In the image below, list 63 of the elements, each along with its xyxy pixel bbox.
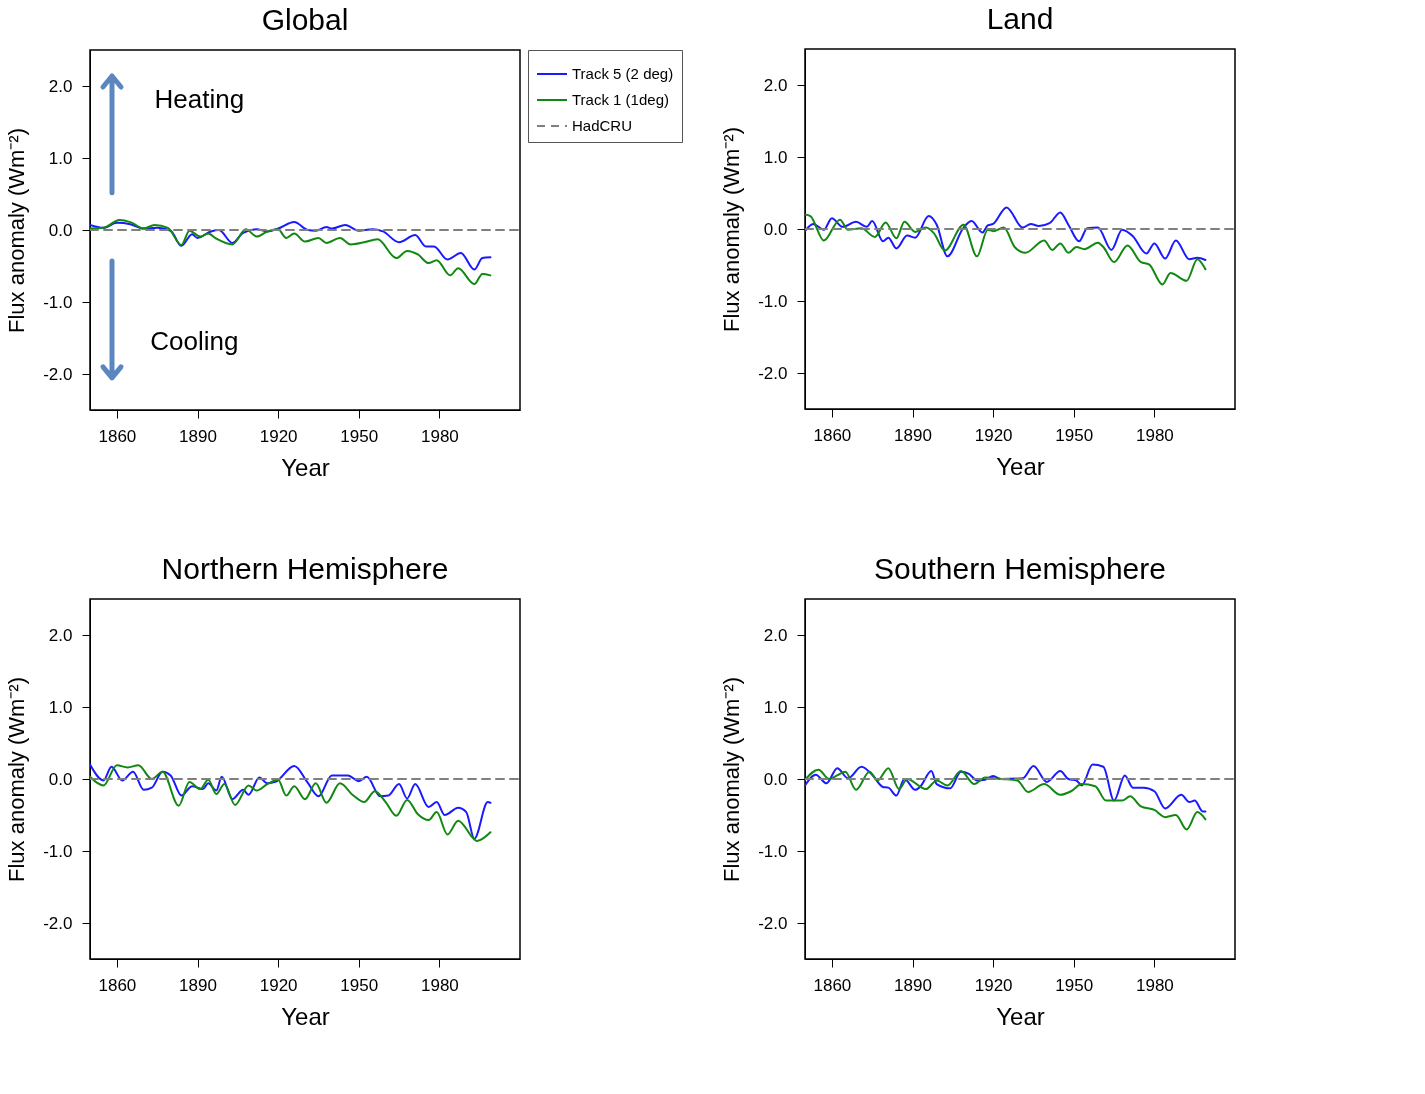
y-axis-title: Flux anomaly (Wm⁻²) [719, 676, 745, 883]
y-tick-label: -2.0 [758, 913, 788, 933]
y-tick-label: 2.0 [763, 625, 788, 645]
y-tick-label: 1.0 [48, 697, 73, 717]
x-tick-label: 1860 [813, 425, 852, 445]
x-axis-title: Year [281, 1002, 330, 1030]
line-series [90, 221, 492, 271]
chart-title: Southern Hemisphere [874, 552, 1166, 585]
y-tick-label: -2.0 [43, 913, 73, 933]
legend-label: HadCRU [572, 117, 633, 134]
legend-label: Track 5 (2 deg) [572, 65, 674, 82]
x-axis-title: Year [996, 452, 1045, 480]
legend-label: Track 1 (1deg) [572, 91, 669, 108]
x-tick-label: 1950 [1055, 425, 1094, 445]
y-tick-label: 2.0 [48, 76, 73, 96]
chart-title: Northern Hemisphere [161, 552, 449, 585]
x-tick-label: 1890 [179, 975, 217, 995]
x-tick-label: 1950 [340, 975, 379, 995]
y-tick-label: -2.0 [43, 364, 73, 384]
y-axis-title: Flux anomaly (Wm⁻²) [4, 127, 30, 334]
y-tick-label: 0.0 [763, 769, 788, 789]
x-tick-label: 1980 [420, 975, 459, 995]
x-tick-label: 1890 [894, 425, 932, 445]
y-tick-label: 2.0 [763, 75, 788, 95]
y-tick-label: -1.0 [43, 841, 73, 861]
y-tick-label: 0.0 [48, 769, 73, 789]
x-tick-label: 1950 [340, 426, 379, 446]
x-tick-label: 1920 [974, 975, 1013, 995]
annotation: Cooling [150, 325, 239, 356]
chart-title: Land [986, 2, 1054, 35]
x-tick-label: 1860 [813, 975, 852, 995]
x-tick-label: 1920 [259, 975, 298, 995]
y-tick-label: 1.0 [48, 148, 73, 168]
x-tick-label: 1920 [259, 426, 298, 446]
x-tick-label: 1860 [98, 426, 137, 446]
x-tick-label: 1890 [894, 975, 932, 995]
chart-title: Global [261, 2, 349, 36]
x-tick-label: 1980 [1135, 425, 1174, 445]
x-tick-label: 1980 [420, 426, 459, 446]
annotation: Heating [154, 84, 245, 115]
y-tick-label: -1.0 [43, 292, 73, 312]
line-series [805, 213, 1207, 286]
line-series [805, 767, 1207, 831]
x-tick-label: 1890 [179, 426, 217, 446]
y-tick-label: 1.0 [763, 697, 788, 717]
y-tick-label: -2.0 [758, 363, 788, 383]
y-axis-title: Flux anomaly (Wm⁻²) [719, 126, 745, 333]
y-tick-label: -1.0 [758, 841, 788, 861]
x-axis-title: Year [281, 453, 330, 481]
x-tick-label: 1920 [974, 425, 1013, 445]
x-tick-label: 1950 [1055, 975, 1094, 995]
y-tick-label: 0.0 [48, 220, 73, 240]
y-tick-label: 1.0 [763, 147, 788, 167]
y-tick-label: -1.0 [758, 291, 788, 311]
line-series [805, 206, 1207, 261]
y-axis-title: Flux anomaly (Wm⁻²) [4, 676, 30, 883]
y-tick-label: 2.0 [48, 625, 73, 645]
line-series [805, 763, 1207, 813]
line-series [90, 218, 492, 285]
x-tick-label: 1980 [1135, 975, 1174, 995]
y-tick-label: 0.0 [763, 219, 788, 239]
x-tick-label: 1860 [98, 975, 137, 995]
x-axis-title: Year [996, 1002, 1045, 1030]
